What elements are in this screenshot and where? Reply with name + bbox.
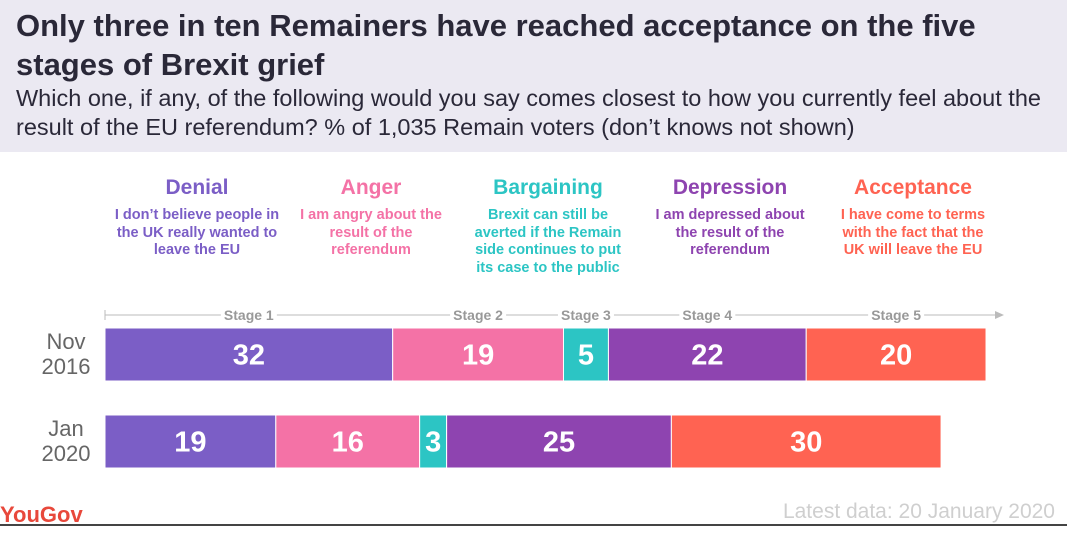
footer-divider: [0, 524, 1067, 526]
stage-axis-label-bg: [868, 306, 925, 324]
data-label-depression-jan-2020: 25: [543, 427, 575, 459]
data-label-depression-nov-2016: 22: [691, 340, 723, 372]
stage-axis-label-3: Stage 3: [561, 307, 611, 323]
bar-acceptance-jan-2020: [670, 414, 942, 469]
stage-acceptance-name: Acceptance: [854, 176, 972, 199]
stage-bargaining-header: Bargaining Brexit can still be averted i…: [467, 175, 629, 277]
data-label-anger-jan-2020: 16: [332, 427, 364, 459]
stage-depression-header: Depression I am depressed about the resu…: [648, 175, 812, 260]
yougov-logo: YouGov: [0, 502, 83, 527]
data-label-bargaining-nov-2016: 5: [578, 340, 594, 372]
footer: YouGov Latest data: 20 January 2020: [0, 500, 1067, 534]
stage-axis-label-bg: [679, 306, 736, 324]
bar-acceptance-nov-2016: [805, 327, 987, 382]
data-label-acceptance-jan-2020: 30: [790, 427, 822, 459]
row-label-month: Nov: [46, 329, 85, 354]
stage-denial-desc: I don’t believe people in the UK really …: [114, 207, 280, 258]
stage-axis-arrowhead: [995, 311, 1004, 319]
stage-axis-label-1: Stage 1: [224, 307, 274, 323]
bar-bargaining-jan-2020: [419, 414, 448, 469]
row-label-year: 2020: [42, 441, 91, 466]
data-label-acceptance-nov-2016: 20: [880, 340, 912, 372]
latest-data-note: Latest data: 20 January 2020: [782, 500, 1055, 523]
chart-title: Only three in ten Remainers have reached…: [16, 8, 976, 82]
stage-anger-name: Anger: [340, 176, 402, 199]
stage-acceptance-desc: I have come to terms with the fact that …: [840, 207, 986, 258]
data-label-denial-nov-2016: 32: [233, 340, 265, 372]
header-band: Only three in ten Remainers have reached…: [0, 0, 1067, 152]
stage-depression-name: Depression: [672, 176, 788, 199]
stage-axis-label-5: Stage 5: [871, 307, 921, 323]
bar-anger-jan-2020: [275, 414, 421, 469]
bar-depression-nov-2016: [607, 327, 807, 382]
stage-anger-desc: I am angry about the result of the refer…: [300, 207, 442, 258]
stage-denial-name: Denial: [165, 176, 229, 199]
stage-anger-header: Anger I am angry about the result of the…: [295, 175, 447, 260]
stage-bargaining-name: Bargaining: [493, 176, 603, 199]
stage-axis-label-2: Stage 2: [453, 307, 503, 323]
stage-bargaining-desc: Brexit can still be averted if the Remai…: [474, 207, 622, 276]
chart-subtitle: Which one, if any, of the following woul…: [16, 85, 1041, 140]
stage-axis-label-bg: [557, 306, 614, 324]
stage-depression-desc: I am depressed about the result of the r…: [655, 207, 805, 258]
row-label-year: 2016: [42, 354, 91, 379]
stage-axis-label-bg: [220, 306, 277, 324]
bar-denial-jan-2020: [104, 414, 277, 469]
stage-denial-header: Denial I don’t believe people in the UK …: [108, 175, 286, 260]
bar-depression-jan-2020: [446, 414, 672, 469]
stage-acceptance-header: Acceptance I have come to terms with the…: [832, 175, 994, 260]
data-label-bargaining-jan-2020: 3: [425, 427, 441, 459]
row-label-month: Jan: [48, 416, 83, 441]
bar-bargaining-nov-2016: [562, 327, 609, 382]
data-label-anger-nov-2016: 19: [462, 340, 494, 372]
stage-axis-label-bg: [450, 306, 507, 324]
stacked-bar-chart: Stage 1 Stage 2 Stage 3 Stage 4 Stage 5Nov20…: [42, 306, 1004, 469]
data-label-denial-jan-2020: 19: [174, 427, 206, 459]
stage-axis-label-4: Stage 4: [682, 307, 732, 323]
